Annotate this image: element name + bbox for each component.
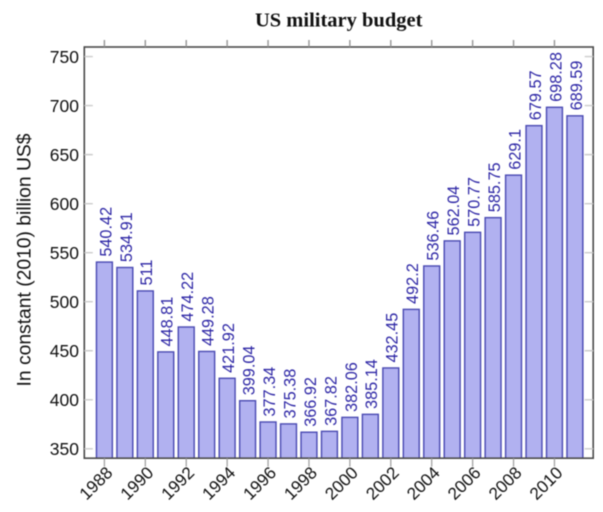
svg-text:585.75: 585.75: [486, 162, 504, 212]
svg-text:US military budget: US military budget: [255, 10, 423, 32]
svg-text:698.28: 698.28: [547, 52, 565, 102]
svg-text:650: 650: [50, 145, 79, 165]
svg-text:450: 450: [50, 341, 79, 361]
svg-text:534.91: 534.91: [118, 212, 136, 262]
svg-text:375.38: 375.38: [281, 369, 299, 419]
svg-text:689.59: 689.59: [568, 61, 586, 111]
svg-text:399.04: 399.04: [241, 345, 259, 395]
svg-text:449.28: 449.28: [200, 296, 218, 346]
svg-text:400: 400: [50, 390, 79, 410]
svg-text:500: 500: [50, 292, 79, 312]
svg-text:421.92: 421.92: [220, 323, 238, 373]
svg-text:382.06: 382.06: [343, 362, 361, 412]
svg-text:679.57: 679.57: [527, 70, 545, 120]
svg-text:474.22: 474.22: [179, 272, 197, 322]
svg-text:432.45: 432.45: [384, 313, 402, 363]
svg-text:367.82: 367.82: [322, 376, 340, 426]
svg-text:In constant (2010) billion US$: In constant (2010) billion US$: [14, 133, 35, 386]
svg-text:750: 750: [50, 47, 79, 67]
svg-text:350: 350: [50, 439, 79, 459]
svg-text:570.77: 570.77: [466, 177, 484, 227]
svg-text:377.34: 377.34: [261, 367, 279, 417]
svg-text:700: 700: [50, 96, 79, 116]
svg-text:492.2: 492.2: [404, 263, 422, 304]
svg-text:600: 600: [50, 194, 79, 214]
svg-text:550: 550: [50, 243, 79, 263]
svg-text:536.46: 536.46: [425, 211, 443, 261]
svg-text:448.81: 448.81: [159, 297, 177, 347]
svg-text:385.14: 385.14: [363, 359, 381, 409]
svg-text:562.04: 562.04: [445, 186, 463, 236]
svg-text:540.42: 540.42: [97, 207, 115, 257]
svg-text:511: 511: [138, 260, 156, 286]
svg-text:366.92: 366.92: [302, 377, 320, 427]
svg-text:629.1: 629.1: [506, 129, 524, 170]
